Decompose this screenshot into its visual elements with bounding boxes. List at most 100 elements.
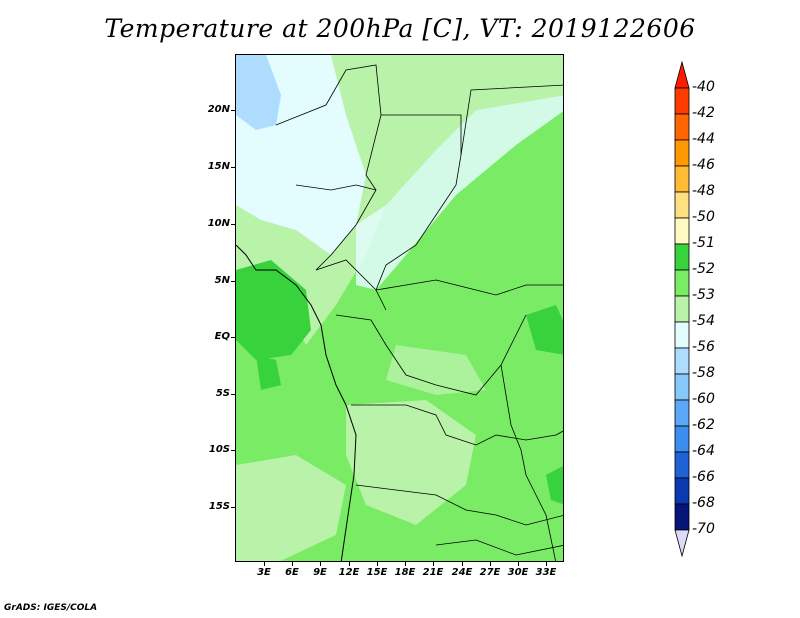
lat-label-5N: 5N — [214, 275, 230, 286]
temperature-map — [236, 55, 563, 561]
lat-tick — [231, 167, 235, 168]
coastline — [236, 244, 357, 561]
colorbar-swatch — [674, 399, 690, 427]
colorbar-swatch — [674, 295, 690, 323]
lon-tick — [518, 562, 519, 566]
chart-title: Temperature at 200hPa [C], VT: 201912260… — [104, 14, 696, 43]
lon-tick — [377, 562, 378, 566]
colorbar-swatch — [674, 451, 690, 479]
lon-label-9E: 9E — [313, 567, 327, 578]
lon-label-21E: 21E — [422, 567, 444, 578]
lat-label-20N: 20N — [207, 104, 230, 115]
colorbar-swatch — [674, 269, 690, 297]
lon-tick — [546, 562, 547, 566]
colorbar-swatch — [674, 113, 690, 141]
colorbar-label: -64 — [692, 443, 715, 459]
map-panel — [235, 54, 564, 562]
colorbar-label: -60 — [692, 391, 715, 407]
colorbar-swatch — [674, 425, 690, 453]
field-pale-band — [356, 95, 563, 290]
lon-tick — [405, 562, 406, 566]
lon-label-18E: 18E — [394, 567, 416, 578]
colorbar-swatch — [674, 503, 690, 531]
colorbar-label: -66 — [692, 469, 715, 485]
colorbar-swatch — [674, 139, 690, 167]
colorbar-label: -42 — [692, 105, 715, 121]
border-lines-9 — [460, 84, 563, 156]
lon-label-12E: 12E — [338, 567, 360, 578]
lat-tick — [231, 281, 235, 282]
colorbar-label: -53 — [692, 287, 715, 303]
lat-tick — [231, 110, 235, 111]
credit-text: GrADS: IGES/COLA — [4, 603, 98, 613]
colorbar-label: -62 — [692, 417, 715, 433]
colorbar-swatch — [674, 191, 690, 219]
lat-tick — [231, 224, 235, 225]
lon-tick — [490, 562, 491, 566]
lat-tick — [231, 450, 235, 451]
field-lighter-south — [346, 400, 476, 525]
colorbar-label: -40 — [692, 79, 715, 95]
field-blue-nw — [236, 55, 281, 130]
border-lines-7 — [355, 484, 563, 526]
colorbar-swatch — [674, 243, 690, 271]
colorbar-swatch — [674, 477, 690, 505]
border-lines-8 — [435, 539, 563, 556]
lon-label-15E: 15E — [366, 567, 388, 578]
lon-label-24E: 24E — [451, 567, 473, 578]
border-lines-6 — [351, 404, 563, 446]
lat-label-10N: 10N — [207, 218, 230, 229]
border-lines-2 — [375, 114, 462, 311]
field-darker-west — [236, 260, 311, 360]
lon-label-33E: 33E — [535, 567, 557, 578]
field-lighter-central — [386, 345, 486, 395]
colorbar-swatch — [674, 347, 690, 375]
colorbar-label: -54 — [692, 313, 715, 329]
lon-tick — [433, 562, 434, 566]
colorbar-swatch — [674, 217, 690, 245]
lon-label-6E: 6E — [285, 567, 299, 578]
lon-label-30E: 30E — [507, 567, 529, 578]
colorbar-top-triangle — [674, 60, 690, 89]
lat-tick — [231, 337, 235, 338]
colorbar-label: -52 — [692, 261, 715, 277]
lon-label-3E: 3E — [257, 567, 271, 578]
colorbar — [674, 60, 690, 558]
rift-valley-lines — [500, 364, 556, 561]
lat-tick — [231, 507, 235, 508]
colorbar-label: -44 — [692, 131, 715, 147]
field-darker-se — [546, 466, 563, 505]
lon-tick — [320, 562, 321, 566]
lon-tick — [264, 562, 265, 566]
field-lighter-sw — [236, 455, 346, 561]
lat-label-15S: 15S — [208, 501, 230, 512]
colorbar-swatch — [674, 321, 690, 349]
border-lines-5 — [335, 314, 527, 396]
colorbar-label: -51 — [692, 235, 715, 251]
colorbar-label: -48 — [692, 183, 715, 199]
colorbar-label: -58 — [692, 365, 715, 381]
border-lines-3 — [295, 184, 377, 191]
lon-label-27E: 27E — [479, 567, 501, 578]
lat-label-EQ: EQ — [214, 331, 230, 342]
lat-label-15N: 15N — [207, 161, 230, 172]
colorbar-label: -70 — [692, 521, 715, 537]
lon-tick — [349, 562, 350, 566]
field-darker-patch — [256, 355, 281, 390]
lat-label-10S: 10S — [208, 444, 230, 455]
border-lines — [275, 64, 382, 271]
lat-tick — [231, 394, 235, 395]
colorbar-label: -68 — [692, 495, 715, 511]
lon-tick — [462, 562, 463, 566]
field-darker-east — [526, 305, 563, 355]
colorbar-label: -56 — [692, 339, 715, 355]
colorbar-bottom-triangle — [674, 529, 690, 558]
colorbar-swatch — [674, 165, 690, 193]
border-lines-4 — [315, 259, 563, 296]
lon-tick — [292, 562, 293, 566]
lat-label-5S: 5S — [215, 388, 230, 399]
colorbar-label: -50 — [692, 209, 715, 225]
colorbar-swatch — [674, 87, 690, 115]
colorbar-label: -46 — [692, 157, 715, 173]
colorbar-swatch — [674, 373, 690, 401]
